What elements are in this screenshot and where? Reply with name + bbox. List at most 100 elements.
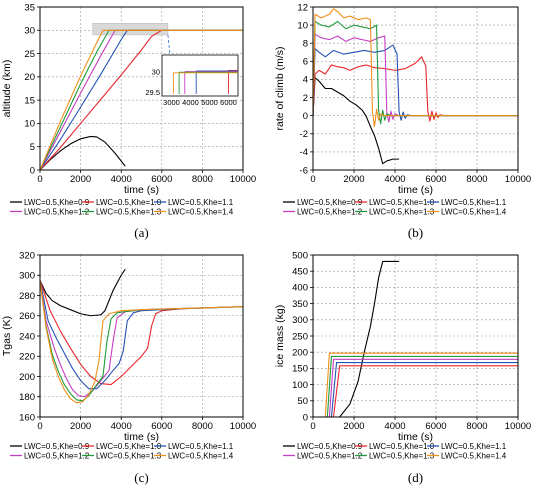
x-tick-label: 4000: [111, 174, 132, 185]
series-line: [40, 29, 243, 170]
legend: LWC=0.5,Khe=0.9 LWC=0.5,Khe=1.0 LWC=0.5,Kh…: [283, 442, 507, 460]
x-tick-label: 2000: [70, 421, 91, 432]
y-tick-label: 320: [19, 250, 35, 261]
y-axis-label: rate of climb (m/s): [274, 46, 286, 130]
y-tick-label: 200: [19, 372, 35, 383]
y-tick-label: 20: [24, 72, 35, 83]
legend-label: LWC=0.5,Khe=1.1: [441, 198, 507, 207]
legend-label: LWC=0.5,Khe=1.2: [297, 451, 363, 460]
x-axis-label: time (s): [398, 431, 433, 443]
series-line: [40, 280, 243, 386]
x-axis-label: time (s): [124, 431, 159, 443]
inset-plot: 3000 4000 5000 6000 29.5 30: [145, 54, 239, 107]
legend-label: LWC=0.5,Khe=1.2: [24, 451, 90, 460]
y-tick-label: 0: [303, 111, 308, 122]
series-line: [313, 365, 518, 417]
panel-caption: (c): [134, 470, 148, 485]
grid-lines: [40, 255, 243, 417]
panel-caption: (a): [134, 225, 148, 240]
y-tick-label: 450: [292, 267, 308, 278]
x-tick-label: 4000: [384, 174, 405, 185]
series-line: [313, 33, 518, 123]
series-line: [313, 362, 518, 417]
y-tick-label: 15: [24, 95, 35, 106]
series-line: [313, 358, 518, 417]
legend-label: LWC=0.5,Khe=1.3: [96, 451, 162, 460]
y-tick-label: 240: [19, 331, 35, 342]
legend-label: LWC=0.5,Khe=1.2: [297, 207, 363, 216]
y-tick-label: 30: [24, 26, 35, 37]
x-tick-label: 2000: [343, 174, 364, 185]
series-line: [313, 44, 518, 121]
legend-label: LWC=0.5,Khe=1.3: [96, 207, 162, 216]
x-tick-label: 6000: [151, 421, 172, 432]
x-tick-label: 0: [37, 174, 42, 185]
x-tick-label: 8000: [192, 421, 213, 432]
inset-y-tick-label: 30: [152, 67, 160, 76]
series-line: [40, 280, 243, 402]
x-tick-label: 6000: [151, 174, 172, 185]
y-tick-label: 4: [303, 75, 308, 86]
y-axis-label: altitude (km): [1, 60, 13, 118]
legend: LWC=0.5,Khe=0.9 LWC=0.5,Khe=1.0 LWC=0.5,Kh…: [10, 442, 234, 460]
x-tick-label: 2000: [343, 421, 364, 432]
chart-panel-c: 0 2000 4000 6000 8000 10000 160 180 200 220 240 260…: [1, 250, 256, 485]
y-tick-label: 350: [292, 299, 308, 310]
grid-lines: [313, 7, 518, 170]
x-axis-label: time (s): [398, 184, 433, 196]
y-tick-label: 0: [303, 412, 308, 423]
legend-label: LWC=0.5,Khe=1.4: [441, 207, 507, 216]
x-tick-label: 8000: [466, 421, 487, 432]
y-tick-label: 500: [292, 250, 308, 261]
x-tick-label: 8000: [466, 174, 487, 185]
y-tick-label: 25: [24, 49, 35, 60]
series-line: [40, 280, 243, 398]
y-tick-label: 35: [24, 2, 35, 13]
y-tick-label: 200: [292, 348, 308, 359]
x-axis-label: time (s): [124, 184, 159, 196]
inset-x-tick-label: 5000: [201, 98, 218, 107]
legend-label: LWC=0.5,Khe=1.0: [96, 442, 162, 451]
plot-frame: [312, 6, 519, 171]
legend-label: LWC=0.5,Khe=1.3: [369, 451, 435, 460]
y-axis-label: ice mass (kg): [274, 305, 286, 367]
legend-label: LWC=0.5,Khe=1.2: [24, 207, 90, 216]
y-tick-label: -6: [300, 165, 308, 176]
inset-x-tick-label: 3000: [163, 98, 180, 107]
chart-panel-d: 0 2000 4000 6000 8000 10000 0 50 100 150 200 250 300…: [274, 250, 531, 485]
y-tick-label: 300: [19, 271, 35, 282]
legend-label: LWC=0.5,Khe=0.9: [297, 198, 363, 207]
y-tick-label: 5: [30, 142, 35, 153]
legend-label: LWC=0.5,Khe=1.1: [168, 198, 234, 207]
series-group: [40, 29, 243, 170]
y-tick-label: 160: [19, 412, 35, 423]
y-tick-label: 12: [297, 2, 308, 13]
series-line: [40, 280, 243, 404]
chart-panel-a: 0 2000 4000 6000 8000 10000 0 5 10 15 20 25 30 35 time…: [1, 2, 256, 240]
y-tick-label: 250: [292, 331, 308, 342]
plot-frame: [312, 254, 519, 418]
legend-label: LWC=0.5,Khe=1.4: [441, 451, 507, 460]
zoom-connector: [167, 34, 171, 56]
y-tick-label: 150: [292, 364, 308, 375]
y-tick-label: -2: [300, 129, 308, 140]
inset-frame: [161, 54, 239, 97]
legend-label: LWC=0.5,Khe=1.0: [96, 198, 162, 207]
inset-y-tick-label: 29.5: [145, 88, 160, 97]
x-tick-label: 4000: [111, 421, 132, 432]
y-tick-label: -4: [300, 147, 308, 158]
zoom-region: [92, 22, 169, 36]
legend-label: LWC=0.5,Khe=1.3: [369, 207, 435, 216]
series-group: [313, 260, 518, 417]
series-line: [40, 29, 243, 170]
y-tick-label: 10: [297, 20, 308, 31]
y-tick-label: 6: [303, 57, 308, 68]
x-tick-label: 6000: [425, 421, 446, 432]
y-tick-label: 0: [30, 165, 35, 176]
legend-label: LWC=0.5,Khe=0.9: [297, 442, 363, 451]
y-tick-label: 400: [292, 283, 308, 294]
x-tick-label: 10000: [230, 421, 256, 432]
x-tick-label: 10000: [505, 174, 531, 185]
legend-label: LWC=0.5,Khe=1.1: [168, 442, 234, 451]
x-tick-label: 2000: [70, 174, 91, 185]
